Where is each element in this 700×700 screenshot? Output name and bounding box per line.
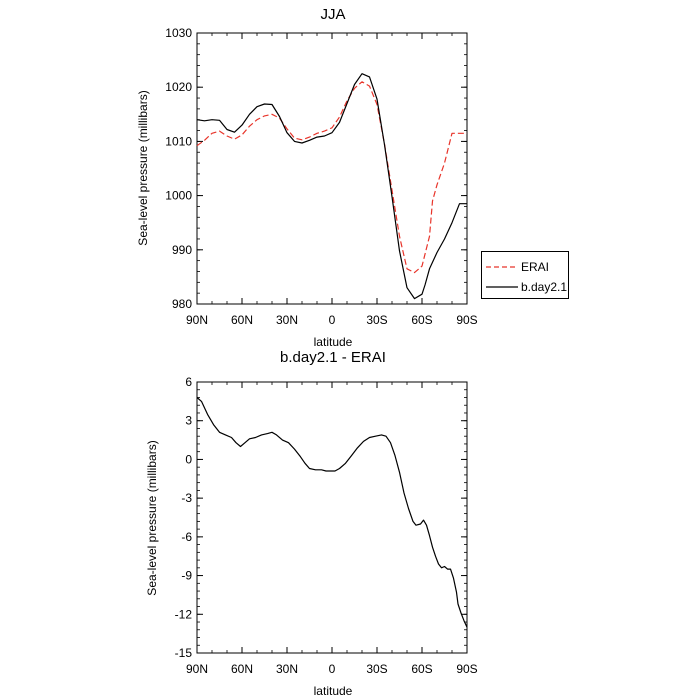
bottom-x-tick-label: 60N [231,662,253,676]
bottom-series-line-0 [196,397,468,628]
bottom-y-tick-label: -3 [181,491,192,505]
legend-item-bday: b.day2.1 [486,279,567,295]
bottom-y-tick-label: 3 [185,414,192,428]
top-x-tick-label: 90N [186,313,208,327]
top-series-lines [196,73,467,300]
top-plot-frame [196,32,468,305]
top-series-line-b-day2-1 [196,73,467,300]
bottom-x-tick-label: 0 [329,662,336,676]
top-y-tick-label: 1000 [165,189,192,203]
legend-label-bday: b.day2.1 [521,280,568,294]
top-series-line-erai [196,81,467,274]
bottom-plot-frame [196,381,468,654]
bottom-chart-title: b.day2.1 - ERAI [280,349,386,366]
bottom-y-tick-label: -6 [181,530,192,544]
bottom-y-tick-label: -12 [175,607,193,621]
bottom-x-tick-label: 30S [366,662,387,676]
bottom-y-tick-label: -15 [175,646,193,660]
bottom-x-tick-labels: 90N 60N 30N 0 30S 60S 90S [186,662,478,676]
top-x-tick-label: 60N [231,313,253,327]
top-y-tick-label: 990 [172,243,192,257]
top-y-tick-label: 1010 [165,134,192,148]
top-axis-ticks [196,32,468,305]
bottom-y-tick-label: 6 [185,375,192,389]
bottom-y-axis-label: Sea-level pressure (millibars) [145,440,159,595]
bottom-y-tick-labels: -15 -12 -9 -6 -3 0 3 6 [175,375,193,660]
bottom-series-lines [196,397,468,628]
legend-swatch-erai [486,266,518,268]
top-x-tick-labels: 90N 60N 30N 0 30S 60S 90S [186,313,478,327]
legend-item-erai: ERAI [486,259,549,275]
bottom-panel: b.day2.1 - ERAI -15 -12 -9 -6 -3 0 3 6 90N 60N 30… [145,349,478,698]
top-y-tick-label: 1020 [165,80,192,94]
top-x-tick-label: 60S [411,313,432,327]
bottom-y-tick-label: -9 [181,569,192,583]
top-x-tick-label: 90S [456,313,477,327]
legend-swatch-bday [486,286,518,288]
bottom-axis-ticks [196,381,468,654]
top-x-axis-label: latitude [314,335,353,349]
top-x-tick-label: 0 [329,313,336,327]
top-chart-legend: ERAI b.day2.1 [481,251,569,299]
bottom-y-tick-label: 0 [185,452,192,466]
top-panel: JJA 980 990 1000 1010 1020 1030 90N 60N 30N 0 30S… [136,6,478,349]
bottom-x-axis-label: latitude [314,684,353,698]
top-x-tick-label: 30N [276,313,298,327]
top-y-tick-labels: 980 990 1000 1010 1020 1030 [165,26,192,311]
top-y-axis-label: Sea-level pressure (millibars) [136,90,150,245]
top-y-tick-label: 980 [172,297,192,311]
bottom-x-tick-label: 60S [411,662,432,676]
top-chart-title: JJA [320,6,345,23]
legend-label-erai: ERAI [521,260,550,274]
bottom-x-tick-label: 30N [276,662,298,676]
top-x-tick-label: 30S [366,313,387,327]
bottom-x-tick-label: 90S [456,662,477,676]
top-y-tick-label: 1030 [165,26,192,40]
bottom-x-tick-label: 90N [186,662,208,676]
